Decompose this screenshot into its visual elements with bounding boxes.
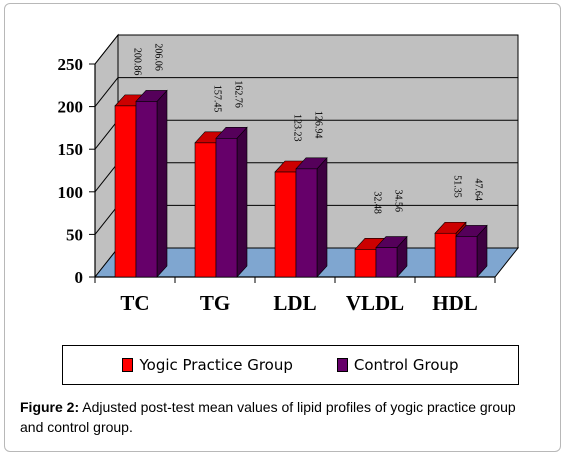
- bar-vldl-yogic: [354, 249, 377, 278]
- legend-swatch-control: [336, 358, 348, 372]
- data-label: 162.76: [233, 80, 244, 108]
- bar-chart: 0 50 100 150 200 250 200.86 206.06 TC 157.45 162.7…: [58, 33, 520, 315]
- bar-side-ldl-s1: [316, 157, 328, 278]
- data-label: 157.45: [212, 85, 223, 113]
- x-category-label-vldl: VLDL: [346, 291, 404, 315]
- data-label: 206.06: [153, 43, 164, 70]
- bar-tc-control: [135, 101, 158, 278]
- bar-hdl-yogic: [434, 232, 457, 278]
- legend-label-control: Control Group: [353, 356, 459, 374]
- x-category-label-hdl: HDL: [432, 291, 478, 315]
- legend-swatch-yogic: [122, 358, 134, 372]
- bar-vldl-control: [375, 247, 398, 278]
- y-tick-label: 100: [58, 183, 84, 202]
- chart-legend: Yogic Practice Group Control Group: [62, 345, 519, 385]
- bar-tg-control: [215, 138, 238, 278]
- bar-hdl-control: [455, 236, 478, 278]
- y-tick-label: 50: [66, 225, 83, 244]
- data-label: 126.94: [313, 111, 324, 139]
- caption-text: Adjusted post-test mean values of lipid …: [20, 399, 516, 435]
- legend-item-control: Control Group: [336, 356, 459, 374]
- data-label: 47.64: [473, 178, 484, 201]
- gridline-side: [94, 119, 119, 150]
- figure-caption: Figure 2: Adjusted post-test mean values…: [20, 397, 540, 437]
- y-tick-label: 200: [58, 98, 84, 117]
- data-label: 123.23: [292, 114, 303, 142]
- gridline-side: [94, 162, 119, 193]
- gridline-side: [94, 77, 119, 107]
- y-tick-label: 0: [75, 268, 84, 287]
- bar-side-tg-s1: [236, 126, 248, 278]
- bar-side-tc-s1: [156, 89, 168, 278]
- bar-ldl-control: [295, 168, 318, 278]
- data-label: 51.35: [452, 175, 463, 198]
- legend-label-yogic: Yogic Practice Group: [139, 356, 293, 374]
- y-tick-label: 250: [58, 55, 84, 74]
- data-label: 32.48: [372, 191, 383, 214]
- gridline-side: [94, 34, 119, 65]
- bar-tg-yogic: [194, 142, 217, 278]
- gridline-side: [94, 205, 119, 235]
- bar-tc-yogic: [114, 105, 137, 278]
- legend-item-yogic: Yogic Practice Group: [122, 356, 293, 374]
- data-label: 200.86: [132, 48, 143, 76]
- x-category-label-ldl: LDL: [273, 291, 316, 315]
- caption-label: Figure 2:: [20, 399, 80, 415]
- chart-side-wall: [94, 33, 119, 279]
- data-label: 34.56: [393, 190, 404, 213]
- y-tick-label: 150: [58, 140, 84, 159]
- x-category-label-tc: TC: [120, 291, 149, 315]
- x-category-label-tg: TG: [200, 291, 230, 315]
- bar-ldl-yogic: [274, 171, 297, 278]
